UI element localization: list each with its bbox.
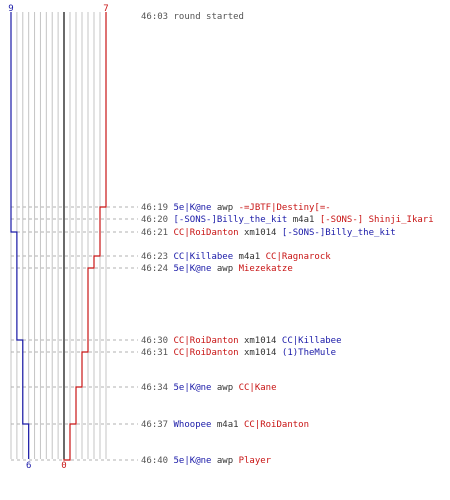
blue-player-name: Whoopee bbox=[174, 420, 217, 430]
event-weapon: m4a1 bbox=[239, 252, 266, 262]
red-player-name: Miezekatze bbox=[239, 264, 293, 274]
event-guides bbox=[11, 206, 138, 461]
blue-player-name: 5e|K@ne bbox=[174, 456, 217, 466]
event-row: 46:37 Whoopee m4a1 CC|RoiDanton bbox=[141, 420, 309, 430]
blue-player-name: 5e|K@ne bbox=[174, 203, 217, 213]
red-team-step-line bbox=[63, 12, 107, 461]
event-weapon: awp bbox=[217, 456, 239, 466]
red-player-name: CC|RoiDanton bbox=[174, 336, 244, 346]
event-row: 46:24 5e|K@ne awp Miezekatze bbox=[141, 264, 293, 274]
blue-player-name: CC|Killabee bbox=[282, 336, 342, 346]
event-row: 46:19 5e|K@ne awp -=JBTF|Destiny[=- bbox=[141, 203, 331, 213]
event-weapon: awp bbox=[217, 203, 239, 213]
red-player-name: CC|Ragnarock bbox=[266, 252, 332, 262]
event-weapon: xm1014 bbox=[244, 228, 282, 238]
event-time: 46:19 bbox=[141, 203, 174, 213]
event-weapon: awp bbox=[217, 383, 239, 393]
blue-player-name: [-SONS-]Billy_the_kit bbox=[174, 215, 293, 225]
blue-end-count-label: 6 bbox=[26, 461, 31, 471]
event-row: 46:30 CC|RoiDanton xm1014 CC|Killabee bbox=[141, 336, 342, 346]
event-weapon: m4a1 bbox=[217, 420, 244, 430]
blue-team-step-line bbox=[10, 12, 30, 459]
event-row: 46:03 round started bbox=[141, 12, 244, 22]
red-player-name: CC|RoiDanton bbox=[244, 420, 309, 430]
event-row: 46:40 5e|K@ne awp Player bbox=[141, 456, 272, 466]
event-time: 46:20 bbox=[141, 215, 174, 225]
event-time: 46:03 bbox=[141, 12, 174, 22]
lane-grid bbox=[10, 12, 107, 459]
event-row: 46:34 5e|K@ne awp CC|Kane bbox=[141, 383, 277, 393]
red-end-count-label: 0 bbox=[61, 461, 66, 471]
event-time: 46:31 bbox=[141, 348, 174, 358]
event-weapon: awp bbox=[217, 264, 239, 274]
event-row: 46:20 [-SONS-]Billy_the_kit m4a1 [-SONS-… bbox=[141, 215, 434, 225]
red-player-name: CC|RoiDanton bbox=[174, 348, 244, 358]
event-weapon: round started bbox=[174, 12, 244, 22]
event-time: 46:21 bbox=[141, 228, 174, 238]
blue-player-name: 5e|K@ne bbox=[174, 383, 217, 393]
event-time: 46:37 bbox=[141, 420, 174, 430]
blue-player-name: (1)TheMule bbox=[282, 348, 336, 358]
event-time: 46:24 bbox=[141, 264, 174, 274]
event-log: 46:03 round started 46:19 5e|K@ne awp -=J… bbox=[141, 12, 434, 466]
event-time: 46:34 bbox=[141, 383, 174, 393]
red-player-name: CC|Kane bbox=[239, 383, 277, 393]
red-player-name: [-SONS-] Shinji_Ikari bbox=[320, 215, 434, 225]
blue-player-name: [-SONS-]Billy_the_kit bbox=[282, 228, 396, 238]
red-start-count-label: 7 bbox=[103, 4, 108, 14]
event-time: 46:40 bbox=[141, 456, 174, 466]
red-player-name: Player bbox=[239, 456, 272, 466]
event-time: 46:30 bbox=[141, 336, 174, 346]
event-row: 46:21 CC|RoiDanton xm1014 [-SONS-]Billy_… bbox=[141, 228, 396, 238]
event-weapon: m4a1 bbox=[293, 215, 320, 225]
event-row: 46:23 CC|Killabee m4a1 CC|Ragnarock bbox=[141, 252, 331, 262]
blue-player-name: CC|Killabee bbox=[174, 252, 239, 262]
event-weapon: xm1014 bbox=[244, 348, 282, 358]
event-row: 46:31 CC|RoiDanton xm1014 (1)TheMule bbox=[141, 348, 336, 358]
event-weapon: xm1014 bbox=[244, 336, 282, 346]
red-player-name: -=JBTF|Destiny[=- bbox=[239, 203, 331, 213]
blue-player-name: 5e|K@ne bbox=[174, 264, 217, 274]
red-player-name: CC|RoiDanton bbox=[174, 228, 244, 238]
blue-start-count-label: 9 bbox=[8, 4, 13, 14]
event-time: 46:23 bbox=[141, 252, 174, 262]
